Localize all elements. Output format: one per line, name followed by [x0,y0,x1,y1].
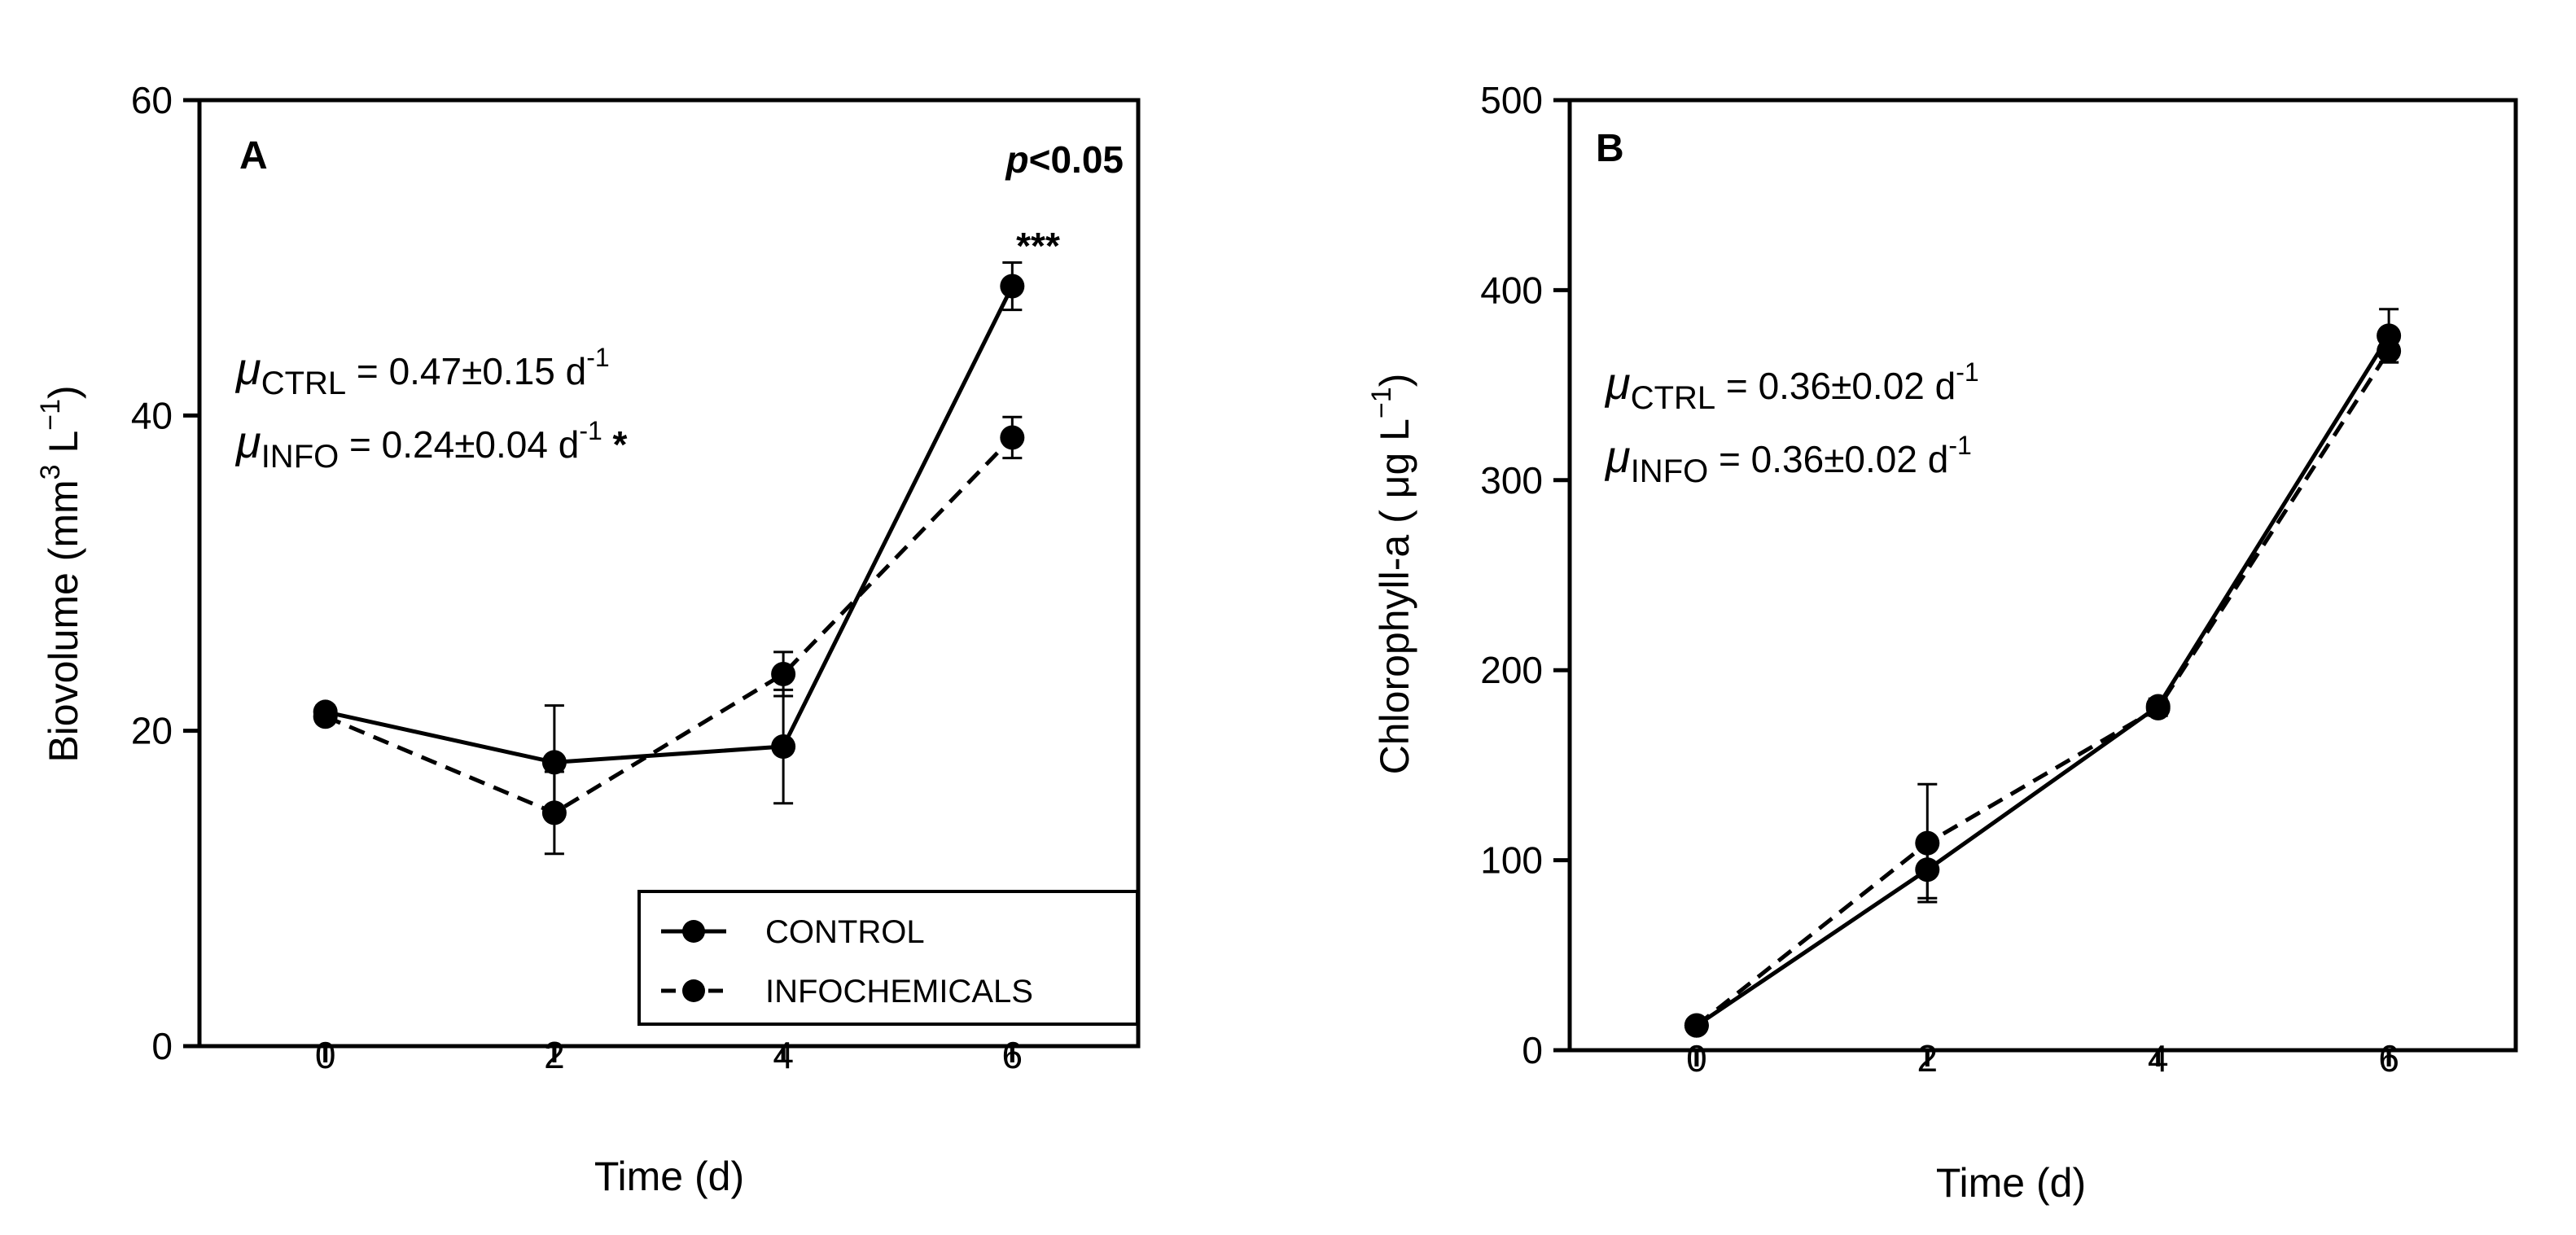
panel-a-ylabel-mid: L [41,431,86,465]
panel-a-label: A [239,134,268,177]
y-tick-label: 20 [131,710,173,752]
series-line-control [1695,335,2391,1027]
mu-subscript: CTRL [1631,380,1715,416]
mu-superscript: -1 [586,343,609,372]
legend-control-label: CONTROL [765,914,925,950]
x-tick-label: 4 [2148,1037,2169,1080]
y-tick-label: 400 [1480,269,1543,311]
series-line-infochemicals [1695,349,2391,1027]
panel-a-mu-ctrl: μCTRL = 0.47±0.15 d-1 [234,343,610,401]
mu-symbol: μ [1604,431,1631,482]
x-tick-label: 2 [1917,1037,1938,1080]
data-point-infochemicals [541,800,567,826]
panel-b-mu-ctrl: μCTRL = 0.36±0.02 d-1 [1604,357,1979,416]
mu-superscript: -1 [1948,431,1971,460]
y-tick-label: 500 [1480,79,1543,121]
mu-superscript: -1 [1956,357,1978,387]
panel-a-frame [197,98,1141,1049]
y-tick-label: 0 [151,1025,173,1067]
legend-control-marker [682,920,705,943]
panel-a-x-axis-title: Time (d) [594,1154,744,1199]
mu-subscript: INFO [1631,453,1709,489]
mu-value: = 0.24±0.04 d [339,423,579,466]
x-tick-label: 4 [773,1034,794,1076]
x-tick-label: 0 [315,1034,336,1076]
legend-infochemicals-marker [682,979,705,1002]
data-point-infochemicals [313,704,338,729]
mu-value: = 0.47±0.15 d [346,350,586,392]
panel-a-p-value: p<0.05 [1004,138,1124,181]
panel-b-frame [1567,98,2518,1053]
p-value-italic: p [1004,138,1028,181]
y-tick-label: 100 [1480,839,1543,882]
panel-b-ylabel-main: Chlorophyll-a ( μg L [1372,418,1417,774]
y-tick-label: 60 [131,79,173,121]
panel-a-ylabel-main: Biovolume (mm [41,480,86,762]
panel-a-y-ticks: 0 20 40 60 [131,79,199,1067]
y-tick-label: 40 [131,394,173,436]
panel-a-ylabel-sup1: 3 [35,464,66,480]
panel-b-mu-info: μINFO = 0.36±0.02 d-1 [1604,431,1972,489]
x-tick-label: 6 [2378,1037,2399,1080]
panel-a-x-ticks: 0 2 4 6 [315,1034,1023,1076]
panel-b-x-ticks: 0 2 4 6 [1686,1037,2399,1080]
data-point-infochemicals [1000,425,1025,450]
data-point-infochemicals [1684,1013,1709,1038]
panel-a-mu-info: μINFO = 0.24±0.04 d-1 * [234,416,628,475]
panel-b-y-axis-title: Chlorophyll-a ( μg L−1) [1366,374,1417,775]
y-tick-label: 0 [1522,1029,1543,1071]
data-point-infochemicals [2145,695,2171,720]
mu-subscript: INFO [261,439,340,475]
panel-b-label: B [1596,127,1624,170]
panel-a-biovolume: 0 2 4 6 0 20 40 60 A Time (d) Biovolume (mm3 L… [35,79,1141,1199]
data-point-infochemicals [1915,830,1940,856]
mu-suffix: * [602,423,628,466]
panel-a-legend: CONTROL INFOCHEMICALS [637,890,1139,1026]
x-tick-label: 0 [1686,1037,1707,1080]
panel-b-ylabel-end: ) [1372,374,1417,388]
mu-value: = 0.36±0.02 d [1715,365,1956,407]
panel-a-marks [313,261,1025,856]
mu-symbol: μ [234,343,261,394]
panel-a-ylabel-end: ) [41,385,86,399]
data-point-infochemicals [2377,339,2402,364]
legend-box [637,890,1139,1026]
panel-b-x-axis-title: Time (d) [1936,1160,2086,1206]
panel-a-y-axis-title: Biovolume (mm3 L−1) [35,385,86,762]
series-line-infochemicals [324,436,1014,816]
mu-subscript: CTRL [261,366,346,401]
panel-b-ylabel-sup1: −1 [1366,387,1397,418]
mu-value: = 0.36±0.02 d [1708,438,1948,480]
x-tick-label: 2 [544,1034,565,1076]
x-tick-label: 6 [1002,1034,1023,1076]
panel-b-marks [1684,308,2402,1038]
data-point-infochemicals [771,661,796,686]
data-point-control [771,734,796,760]
mu-symbol: μ [1604,357,1631,409]
y-tick-label: 300 [1480,459,1543,501]
mu-symbol: μ [234,416,261,467]
panel-b-chlorophyll: 0 2 4 6 0 100 200 300 400 500 B Time (d) Chlorop… [1366,79,2518,1206]
data-point-control [541,750,567,775]
y-tick-label: 200 [1480,649,1543,691]
legend-infochemicals-label: INFOCHEMICALS [765,974,1033,1009]
panel-b-y-ticks: 0 100 200 300 400 500 [1480,79,1570,1071]
panel-a-ylabel-sup2: −1 [35,399,66,431]
data-point-control [1000,274,1025,299]
panel-a-significance-stars: *** [1016,225,1060,267]
p-value-rest: <0.05 [1029,138,1124,181]
series-line-control [325,285,1014,764]
mu-superscript: -1 [579,416,602,445]
